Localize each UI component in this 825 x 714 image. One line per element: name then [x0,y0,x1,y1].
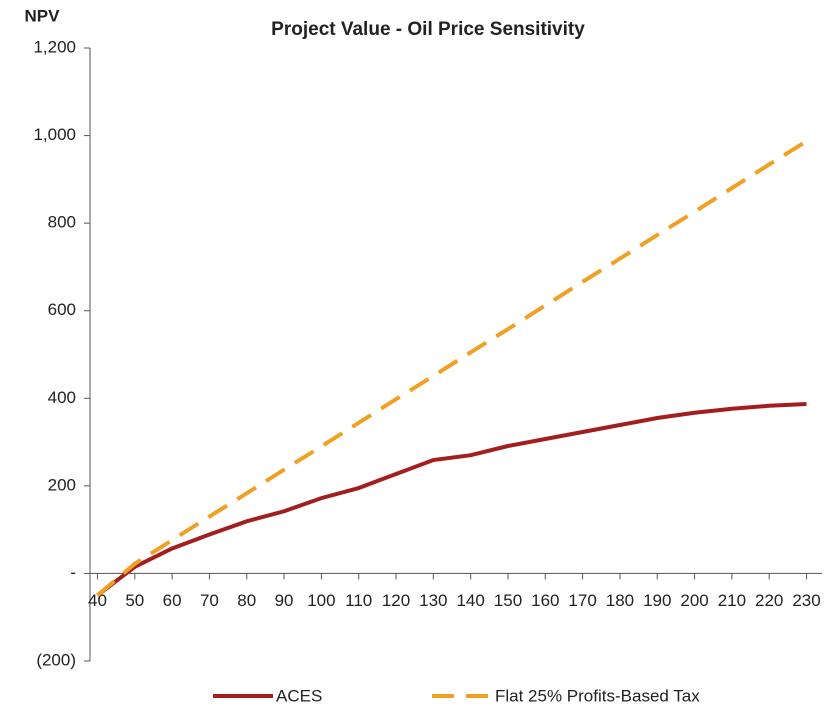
x-tick-label: 190 [643,591,671,610]
x-tick-label: 140 [456,591,484,610]
y-tick-label: 600 [48,300,76,319]
y-tick-label: 400 [48,388,76,407]
x-tick-label: 150 [494,591,522,610]
x-tick-label: 120 [382,591,410,610]
x-tick-label: 200 [680,591,708,610]
x-tick-label: 90 [275,591,294,610]
y-tick-label: 1,000 [33,125,76,144]
y-axis-label: NPV [25,6,61,25]
x-tick-label: 70 [200,591,219,610]
y-tick-label: 1,200 [33,37,76,56]
y-tick-label: (200) [36,650,76,669]
x-tick-label: 110 [345,591,372,610]
x-tick-label: 230 [792,591,820,610]
x-tick-label: 210 [718,591,746,610]
y-tick-label: - [70,563,76,582]
x-tick-label: 180 [606,591,634,610]
x-tick-label: 100 [307,591,335,610]
y-tick-label: 200 [48,475,76,494]
x-tick-label: 220 [755,591,783,610]
x-tick-label: 80 [237,591,256,610]
x-tick-label: 50 [125,591,144,610]
y-tick-label: 800 [48,213,76,232]
x-tick-label: 40 [88,591,107,610]
series-line [96,139,808,597]
x-tick-label: 160 [531,591,559,610]
chart-title: Project Value - Oil Price Sensitivity [271,19,585,40]
legend-label: Flat 25% Profits-Based Tax [495,686,700,705]
x-tick-label: 60 [163,591,182,610]
x-tick-label: 130 [419,591,447,610]
series-line [96,401,807,597]
x-tick-label: 170 [568,591,596,610]
legend-label: ACES [276,686,322,705]
